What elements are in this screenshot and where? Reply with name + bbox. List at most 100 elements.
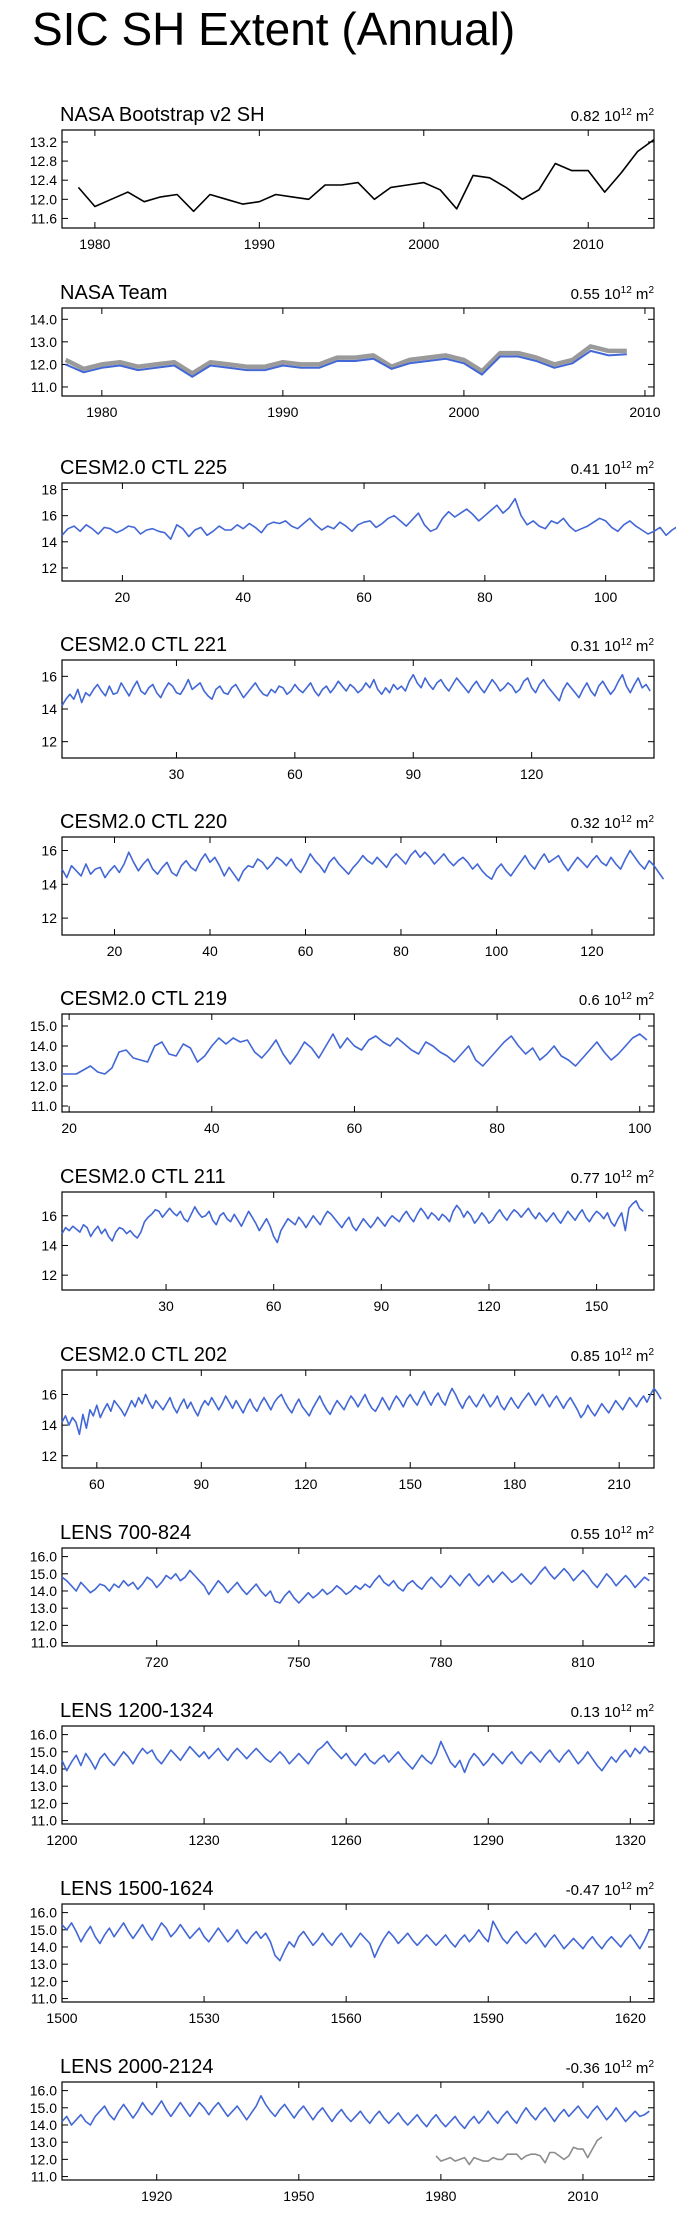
x-tick-label: 40 — [235, 589, 251, 605]
panel-title: CESM2.0 CTL 211 — [60, 1166, 226, 1188]
chart-panel-7: CESM2.0 CTL 211 0.77 1012 m2 12 14 16 30 60 90 1… — [41, 1166, 655, 1314]
y-tick-label: 14 — [41, 1417, 57, 1433]
panel-title: LENS 1200-1324 — [60, 1700, 213, 1722]
x-tick-label: 1980 — [86, 404, 117, 420]
chart-panel-12: LENS 2000-2124 -0.36 1012 m211.012.013.01… — [30, 2056, 655, 2204]
chart-panel-3: CESM2.0 CTL 225 0.41 1012 m2 12 14 16 18 20 40 6… — [41, 457, 676, 605]
plot-frame — [61, 482, 655, 582]
x-tick-label: 1230 — [189, 1832, 220, 1848]
x-tick-label: 1290 — [473, 1832, 504, 1848]
y-tick-label: 12.0 — [30, 191, 57, 207]
x-tick-label: 120 — [477, 1298, 501, 1314]
plot-frame — [61, 1369, 655, 1469]
x-tick-label: 80 — [489, 1120, 505, 1136]
y-tick-label: 16.0 — [30, 2083, 57, 2099]
x-tick-label: 720 — [145, 1654, 169, 1670]
x-tick-label: 20 — [107, 943, 123, 959]
chart-panel-9: LENS 700-824 0.55 1012 m2 11.0 12.013.014.0… — [30, 1522, 655, 1670]
plot-frame — [61, 1725, 655, 1825]
y-tick-label: 14.0 — [30, 1583, 57, 1599]
y-tick-label: 13.2 — [30, 134, 57, 150]
x-tick-label: 1560 — [331, 2010, 362, 2026]
series-line-model — [61, 1920, 651, 1962]
x-tick-label: 1200 — [46, 1832, 77, 1848]
y-tick-label: 16 — [41, 843, 57, 859]
x-tick-label: 1990 — [267, 404, 298, 420]
x-tick-label: 210 — [607, 1476, 631, 1492]
y-tick-label: 14.0 — [30, 2117, 57, 2133]
plot-frame — [61, 307, 655, 397]
chart-panel-6: CESM2.0 CTL 219 0.6 1012 m2 11.0 12.0 13.0 14… — [30, 988, 655, 1136]
series-line-model — [61, 497, 676, 541]
y-tick-label: 13.0 — [30, 1058, 57, 1074]
series-line-obs — [435, 2136, 603, 2166]
series-line-model — [61, 1387, 662, 1436]
y-tick-label: 14.0 — [30, 311, 57, 327]
x-tick-label: 180 — [503, 1476, 527, 1492]
plot-frame — [61, 2081, 655, 2181]
y-tick-label: 11.0 — [31, 379, 57, 395]
x-tick-label: 780 — [429, 1654, 453, 1670]
y-tick-label: 12.0 — [30, 2151, 57, 2167]
x-tick-label: 2000 — [448, 404, 479, 420]
y-tick-label: 11.0 — [31, 1635, 57, 1651]
x-tick-label: 90 — [374, 1298, 390, 1314]
x-tick-label: 90 — [194, 1476, 210, 1492]
series-line-model — [61, 2095, 650, 2130]
trend-label: 0.55 1012 m2 — [571, 1525, 655, 1543]
x-tick-label: 100 — [485, 943, 509, 959]
x-tick-label: 60 — [298, 943, 314, 959]
panel-title: LENS 700-824 — [60, 1522, 191, 1544]
y-tick-label: 13.0 — [30, 1778, 57, 1794]
y-tick-label: 12 — [41, 1267, 57, 1283]
y-tick-label: 12.0 — [30, 1973, 57, 1989]
x-tick-label: 2010 — [629, 404, 660, 420]
y-tick-label: 12.4 — [30, 172, 57, 188]
plot-frame — [61, 129, 655, 229]
x-tick-label: 60 — [356, 589, 372, 605]
series-line-model — [61, 1200, 644, 1244]
trend-label: 0.77 1012 m2 — [571, 1169, 655, 1187]
plot-frame — [61, 1547, 655, 1647]
y-tick-label: 16.0 — [30, 1905, 57, 1921]
y-tick-label: 14 — [41, 701, 57, 717]
x-tick-label: 100 — [628, 1120, 652, 1136]
y-tick-label: 16.0 — [30, 1549, 57, 1565]
x-tick-label: 1620 — [615, 2010, 646, 2026]
x-tick-label: 120 — [520, 766, 544, 782]
x-tick-label: 20 — [61, 1120, 77, 1136]
y-tick-label: 14 — [41, 534, 57, 550]
chart-panel-10: LENS 1200-1324 0.13 1012 m2 11.0 12.013.014… — [30, 1700, 655, 1848]
x-tick-label: 80 — [393, 943, 409, 959]
series-line-model — [61, 673, 651, 707]
x-tick-label: 810 — [571, 1654, 595, 1670]
panel-title: CESM2.0 CTL 219 — [60, 988, 227, 1010]
y-tick-label: 12.0 — [30, 356, 57, 372]
y-tick-label: 11.0 — [31, 1991, 57, 2007]
chart-panel-11: LENS 1500-1624 -0.47 1012 m211.012.013.01… — [30, 1878, 655, 2026]
x-tick-label: 40 — [202, 943, 218, 959]
plot-frame — [61, 1013, 655, 1113]
plot-frame — [61, 1191, 655, 1291]
trend-label: 0.6 1012 m2 — [579, 991, 655, 1009]
trend-label: 0.13 1012 m2 — [571, 1703, 655, 1721]
y-tick-label: 13.0 — [30, 334, 57, 350]
y-tick-label: 16 — [41, 1387, 57, 1403]
chart-panel-1: NASA Bootstrap v2 SH 0.82 1012 m2 11.6 12.0… — [30, 104, 655, 252]
y-tick-label: 12 — [41, 910, 57, 926]
plot-frame — [61, 659, 655, 759]
y-tick-label: 18 — [41, 482, 57, 498]
y-tick-label: 14.0 — [30, 1761, 57, 1777]
series-line-outer — [64, 344, 627, 376]
x-tick-label: 150 — [585, 1298, 609, 1314]
y-tick-label: 11.0 — [31, 2169, 57, 2185]
x-tick-label: 1320 — [615, 1832, 646, 1848]
x-tick-label: 1950 — [283, 2188, 314, 2204]
y-tick-label: 12.0 — [30, 1617, 57, 1633]
chart-panel-4: CESM2.0 CTL 221 0.31 1012 m2 12 14 16 30 60 90 1… — [41, 634, 655, 782]
x-tick-label: 20 — [115, 589, 131, 605]
trend-label: 0.32 1012 m2 — [571, 814, 655, 832]
x-tick-label: 2000 — [408, 236, 439, 252]
series-line-model — [61, 1566, 650, 1604]
x-tick-label: 1990 — [244, 236, 275, 252]
